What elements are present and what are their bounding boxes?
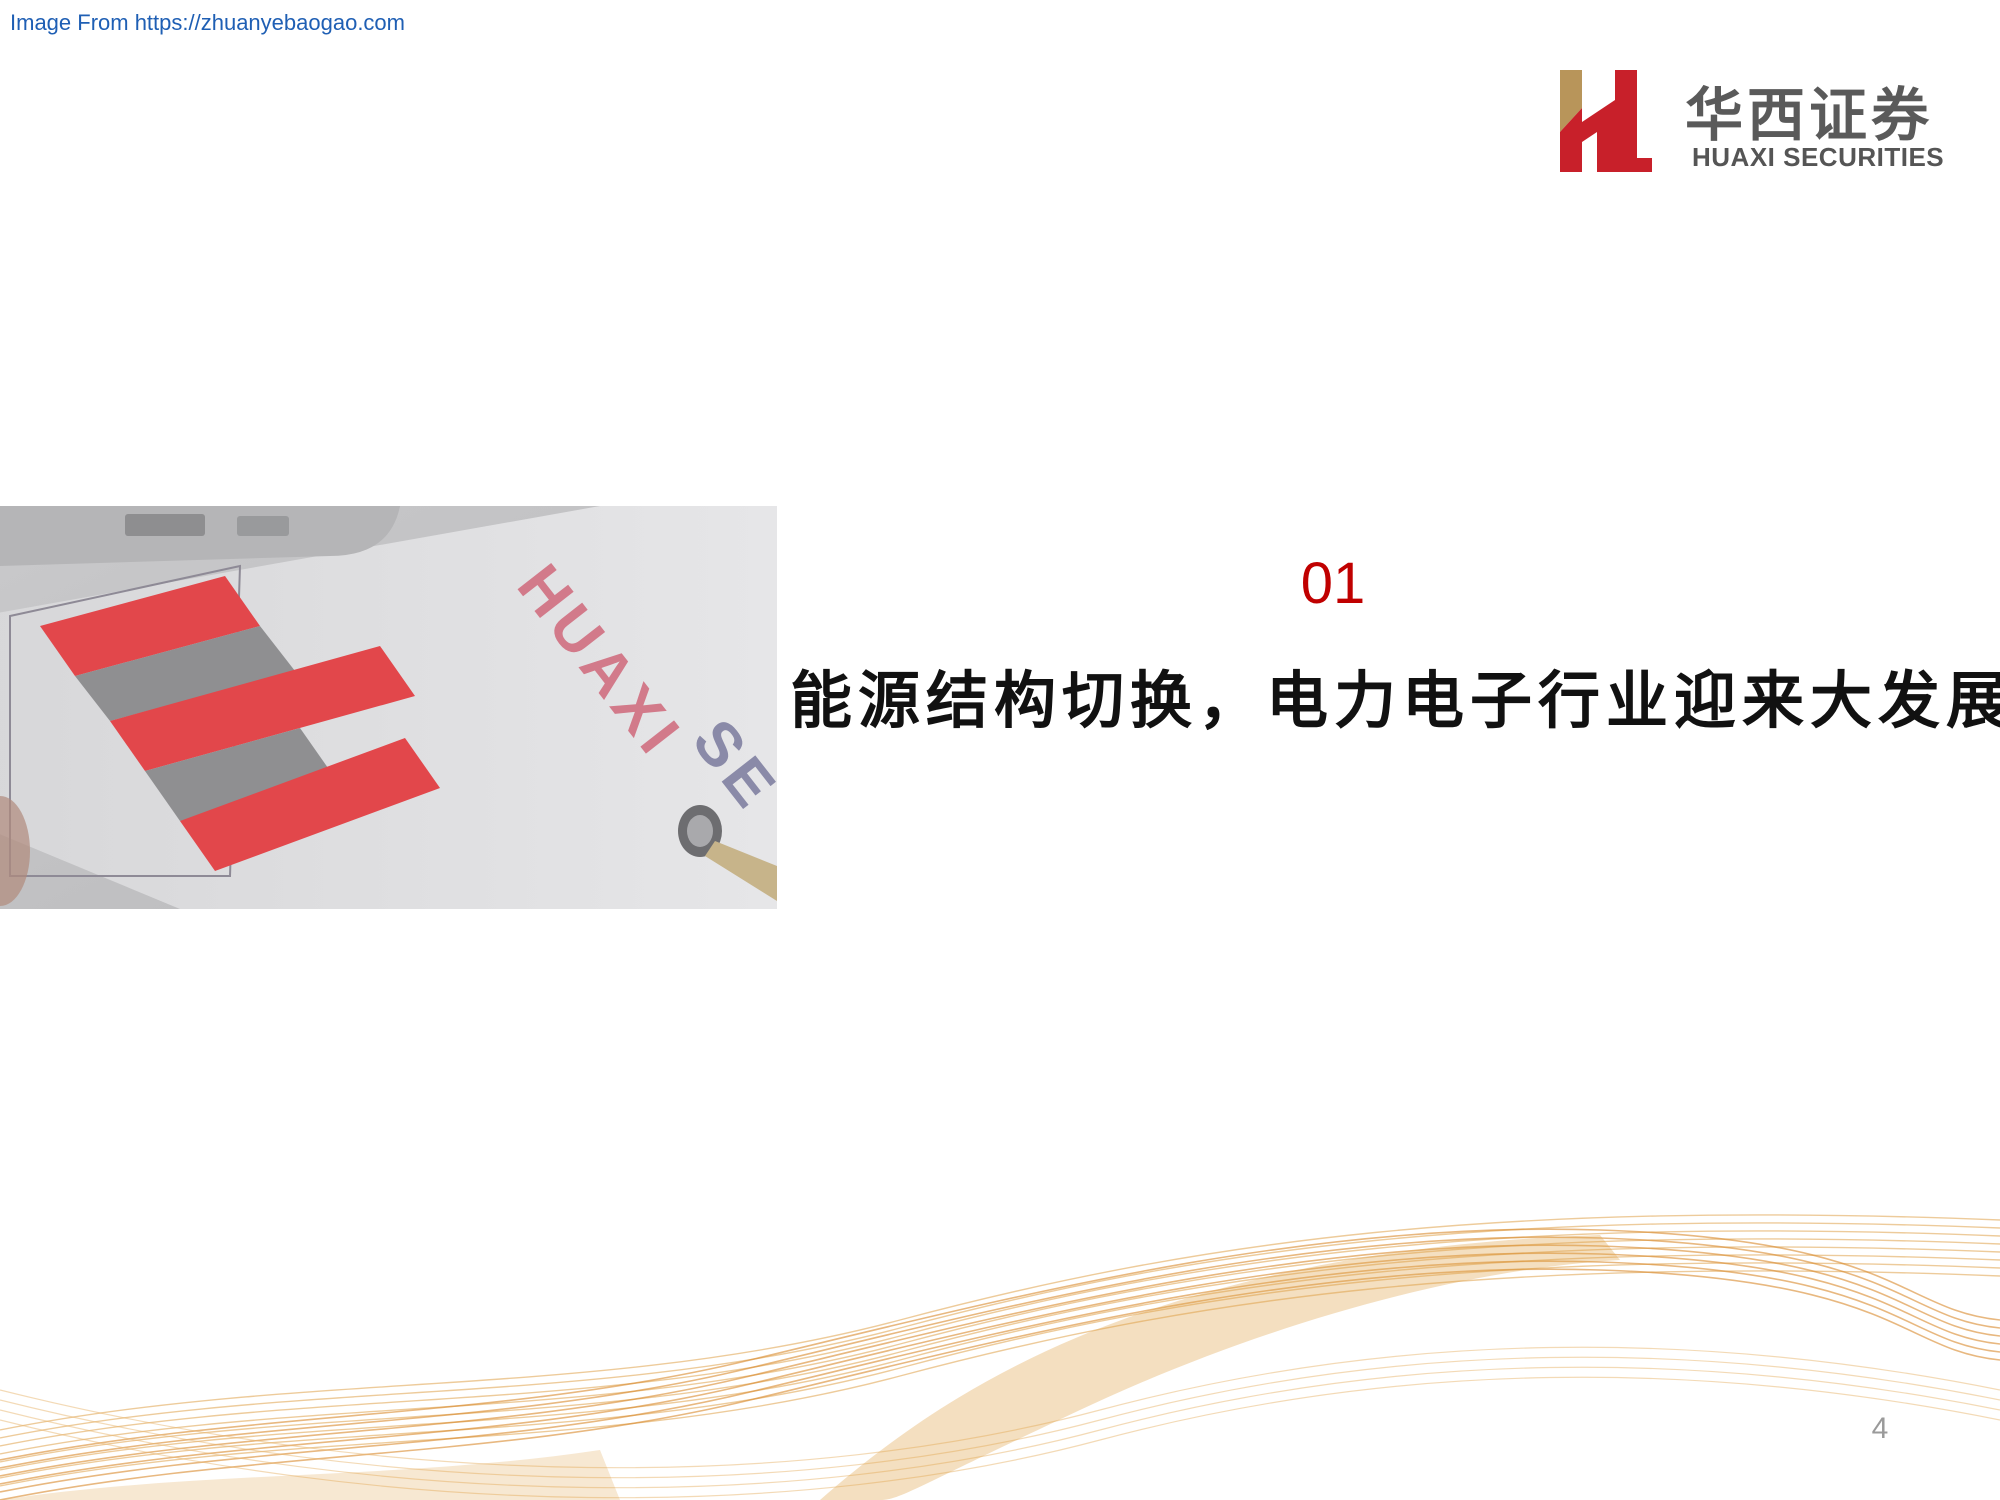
page-number: 4 (1871, 1412, 1889, 1445)
decorative-photo: HUAXI SE (0, 506, 777, 909)
decorative-wave-ribbons (0, 1214, 2000, 1500)
huaxi-logo-mark-icon (1560, 70, 1652, 172)
logo-english-name: HUAXI SECURITIES (1692, 142, 1945, 172)
section-number: 01 (1300, 551, 1366, 616)
section-title: 能源结构切换，电力电子行业迎来大发展 (790, 664, 2000, 737)
company-logo: 华西证券 HUAXI SECURITIES (1560, 68, 1960, 178)
logo-chinese-name: 华西证券 (1685, 81, 1934, 149)
source-link[interactable]: Image From https://zhuanyebaogao.com (10, 10, 405, 35)
